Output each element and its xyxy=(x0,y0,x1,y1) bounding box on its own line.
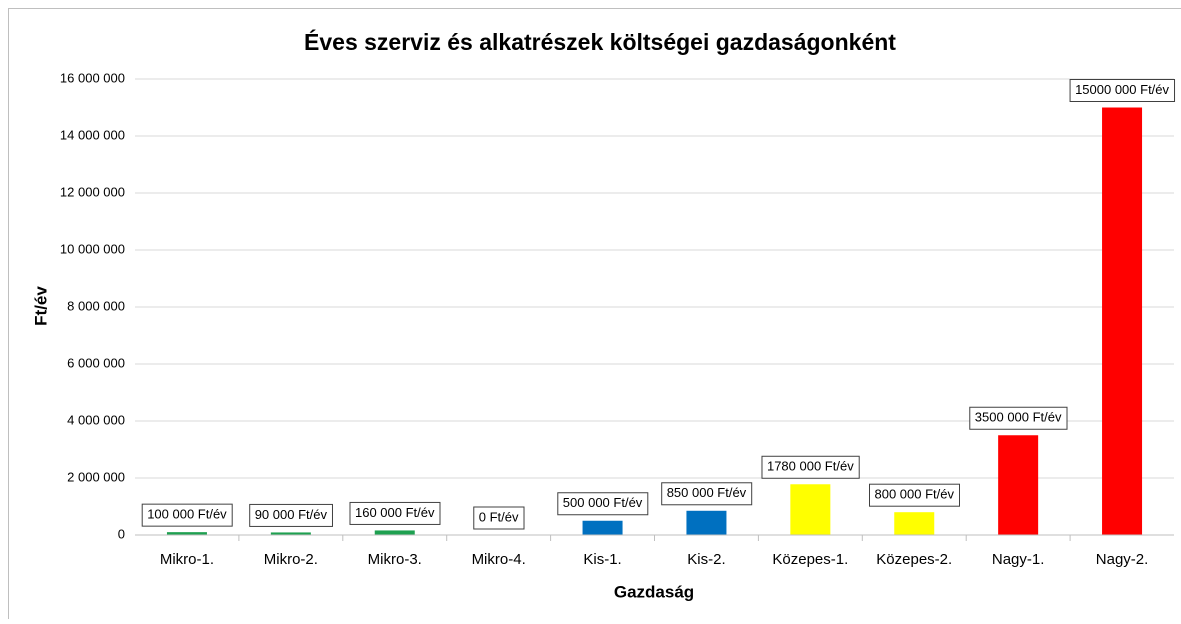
x-tick-label: Mikro-1. xyxy=(160,551,214,568)
x-tick-label: Közepes-1. xyxy=(772,551,848,568)
y-tick-label: 4 000 000 xyxy=(67,412,125,427)
value-label: 500 000 Ft/év xyxy=(563,495,643,510)
value-label: 90 000 Ft/év xyxy=(255,507,328,522)
y-tick-label: 8 000 000 xyxy=(67,298,125,313)
x-tick-label: Nagy-1. xyxy=(992,551,1045,568)
x-tick-label: Kis-2. xyxy=(687,551,725,568)
bar xyxy=(1102,108,1142,536)
y-tick-label: 6 000 000 xyxy=(67,355,125,370)
y-tick-label: 12 000 000 xyxy=(60,184,125,199)
value-label: 100 000 Ft/év xyxy=(147,507,227,522)
value-label: 15000 000 Ft/év xyxy=(1075,82,1169,97)
value-label: 3500 000 Ft/év xyxy=(975,410,1062,425)
value-label: 1780 000 Ft/év xyxy=(767,459,854,474)
x-tick-label: Közepes-2. xyxy=(876,551,952,568)
x-axis-label: Gazdaság xyxy=(614,582,694,601)
y-tick-label: 14 000 000 xyxy=(60,127,125,142)
bar xyxy=(375,530,415,535)
x-tick-label: Kis-1. xyxy=(583,551,621,568)
bar xyxy=(686,511,726,535)
bar xyxy=(998,435,1038,535)
chart-title: Éves szerviz és alkatrészek költségei ga… xyxy=(304,28,896,55)
bar xyxy=(790,484,830,535)
bar xyxy=(583,521,623,535)
x-tick-label: Mikro-2. xyxy=(264,551,318,568)
value-label: 0 Ft/év xyxy=(479,509,519,524)
x-tick-label: Mikro-3. xyxy=(368,551,422,568)
y-tick-label: 10 000 000 xyxy=(60,241,125,256)
value-label: 160 000 Ft/év xyxy=(355,505,435,520)
x-tick-label: Mikro-4. xyxy=(472,551,526,568)
y-axis-label: Ft/év xyxy=(31,286,50,326)
value-label: 850 000 Ft/év xyxy=(667,485,747,500)
y-tick-label: 16 000 000 xyxy=(60,70,125,85)
x-tick-label: Nagy-2. xyxy=(1096,551,1149,568)
bar xyxy=(894,512,934,535)
y-tick-label: 0 xyxy=(118,526,125,541)
y-tick-label: 2 000 000 xyxy=(67,469,125,484)
value-label: 800 000 Ft/év xyxy=(875,487,955,502)
